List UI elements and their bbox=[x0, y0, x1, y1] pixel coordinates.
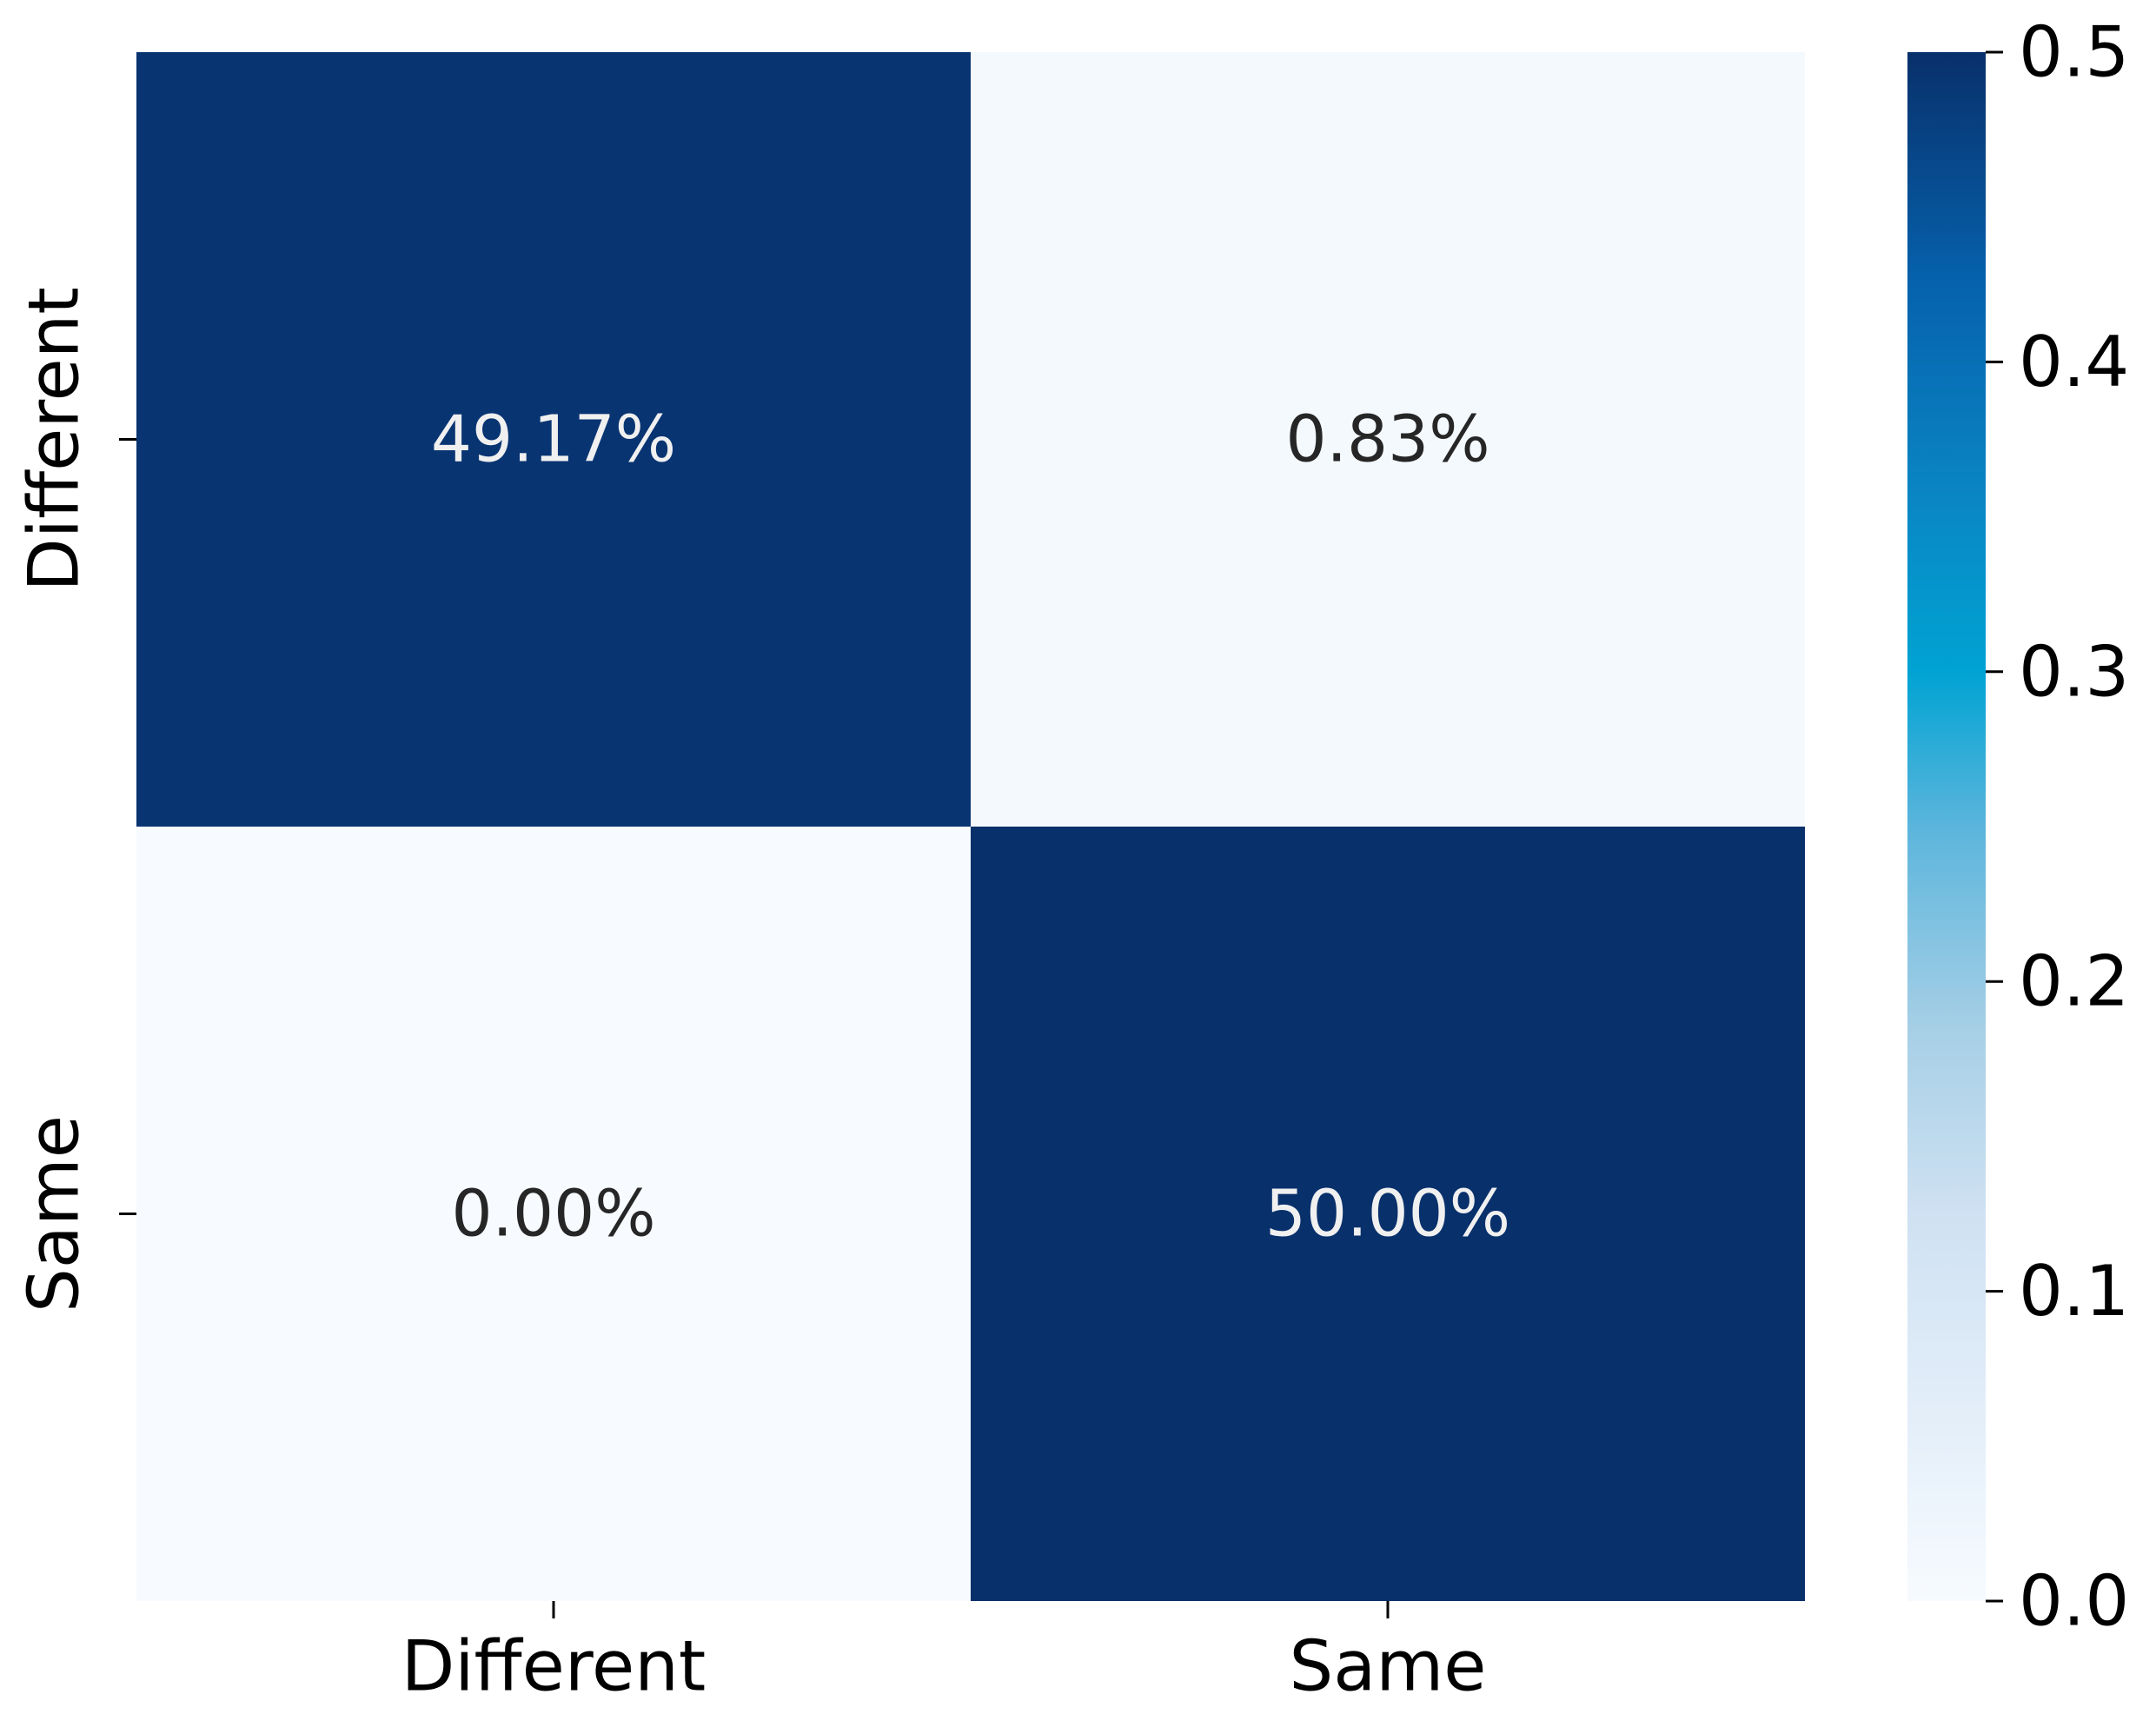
cell-label-0-1: 0.83% bbox=[1285, 402, 1489, 477]
colorbar-tick-label-2: 0.2 bbox=[2019, 941, 2129, 1022]
x-tick-label-0: Different bbox=[401, 1626, 707, 1707]
y-tick-label-0: Different bbox=[14, 287, 95, 592]
x-axis: Different Same bbox=[401, 1601, 1487, 1707]
heatmap-cell-1-0 bbox=[136, 827, 971, 1601]
colorbar-gradient bbox=[1907, 52, 1986, 1601]
colorbar-tick-label-0: 0.0 bbox=[2019, 1561, 2129, 1642]
cell-label-0-0: 49.17% bbox=[431, 402, 676, 477]
colorbar-tick-label-4: 0.4 bbox=[2019, 322, 2129, 402]
colorbar: 0.0 0.1 0.2 0.3 0.4 0.5 bbox=[1907, 12, 2129, 1642]
heatmap-cell-labels: 49.17% 0.83% 0.00% 50.00% bbox=[431, 402, 1510, 1252]
cell-label-1-0: 0.00% bbox=[451, 1177, 655, 1252]
y-axis: Different Same bbox=[14, 287, 136, 1312]
heatmap-cell-0-0 bbox=[136, 52, 971, 827]
cell-label-1-1: 50.00% bbox=[1265, 1177, 1510, 1252]
colorbar-tick-label-5: 0.5 bbox=[2019, 12, 2129, 93]
colorbar-tick-label-3: 0.3 bbox=[2019, 631, 2129, 712]
x-tick-label-1: Same bbox=[1290, 1626, 1487, 1707]
heatmap-cells bbox=[136, 52, 1805, 1601]
heatmap-cell-0-1 bbox=[971, 52, 1805, 827]
colorbar-ticks: 0.0 0.1 0.2 0.3 0.4 0.5 bbox=[1986, 12, 2129, 1642]
colorbar-tick-label-1: 0.1 bbox=[2019, 1251, 2129, 1332]
y-tick-label-1: Same bbox=[14, 1115, 95, 1312]
heatmap-cell-1-1 bbox=[971, 827, 1805, 1601]
